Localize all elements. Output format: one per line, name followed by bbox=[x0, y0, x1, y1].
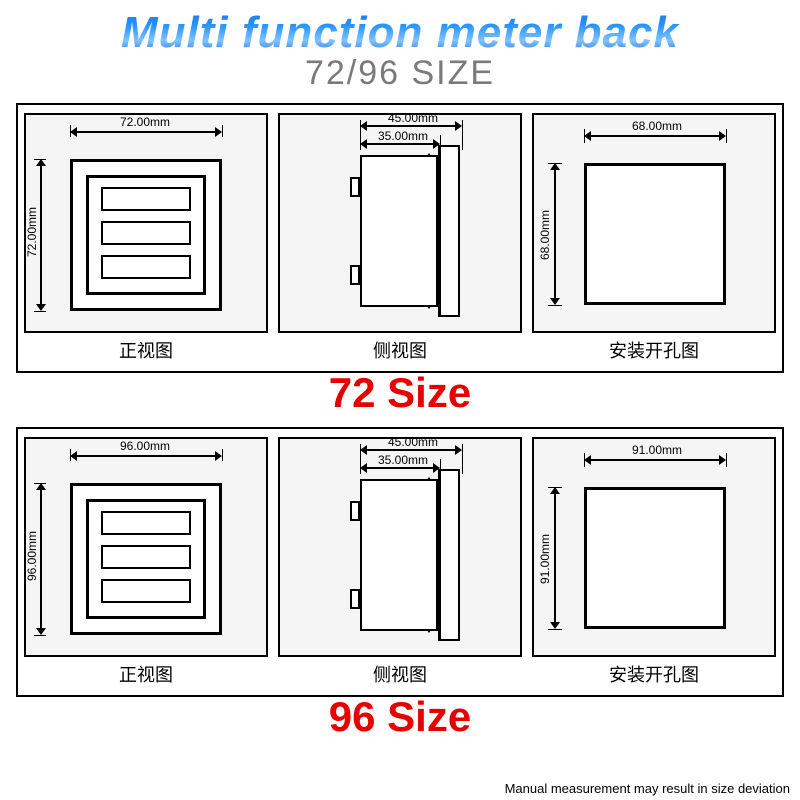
cell-front-72: 72.00mm 72.00mm 正视图 bbox=[24, 113, 268, 367]
dim-height-arrow bbox=[40, 489, 42, 629]
display-slot-2 bbox=[101, 221, 191, 245]
dim-width-text: 96.00mm bbox=[120, 439, 170, 453]
size-label-96: 96 Size bbox=[0, 693, 800, 741]
display-slot-2 bbox=[101, 545, 191, 569]
cell-cutout-96: 91.00mm 91.00mm 安装开孔图 bbox=[532, 437, 776, 691]
side-body bbox=[360, 479, 438, 631]
cutout-label-72: 安装开孔图 bbox=[609, 337, 699, 363]
side-faceplate bbox=[438, 469, 460, 641]
dim-depth35-text: 35.00mm bbox=[378, 453, 428, 467]
dim-width-arrow bbox=[76, 131, 216, 133]
cutout-square bbox=[584, 487, 726, 629]
dim-cuth-text: 91.00mm bbox=[538, 534, 552, 584]
cell-cutout-72: 68.00mm 68.00mm 安装开孔图 bbox=[532, 113, 776, 367]
dim-depth45-arrow bbox=[366, 125, 456, 127]
dim-cuth-text: 68.00mm bbox=[538, 210, 552, 260]
front-label-72: 正视图 bbox=[119, 337, 173, 363]
cell-side-72: 45.00mm 35.00mm 90.00mm 侧视图 bbox=[278, 113, 522, 367]
dim-depth45-arrow bbox=[366, 449, 456, 451]
dim-height-text: 96.00mm bbox=[25, 531, 39, 581]
dim-depth45-text: 45.00mm bbox=[388, 435, 438, 449]
side-clip-bot bbox=[350, 265, 360, 285]
cell-front-96: 96.00mm 96.00mm 正视图 bbox=[24, 437, 268, 691]
section-72: 72.00mm 72.00mm 正视图 45.00mm 35.00mm bbox=[16, 103, 784, 373]
cutout-square bbox=[584, 163, 726, 305]
dim-cuth-arrow bbox=[554, 169, 556, 299]
cutout-drawing-72: 68.00mm 68.00mm bbox=[532, 113, 776, 333]
side-faceplate bbox=[438, 145, 460, 317]
front-drawing-72: 72.00mm 72.00mm bbox=[24, 113, 268, 333]
dim-depth35-arrow bbox=[366, 143, 434, 145]
dim-width-text: 72.00mm bbox=[120, 115, 170, 129]
side-clip-top bbox=[350, 501, 360, 521]
cutout-label-96: 安装开孔图 bbox=[609, 661, 699, 687]
display-slot-3 bbox=[101, 579, 191, 603]
display-slot-3 bbox=[101, 255, 191, 279]
display-slot-1 bbox=[101, 511, 191, 535]
side-clip-top bbox=[350, 177, 360, 197]
cutout-drawing-96: 91.00mm 91.00mm bbox=[532, 437, 776, 657]
dim-depth35-arrow bbox=[366, 467, 434, 469]
display-slot-1 bbox=[101, 187, 191, 211]
dim-cuth-arrow bbox=[554, 493, 556, 623]
dim-cutw-arrow bbox=[590, 459, 720, 461]
cell-side-96: 45.00mm 35.00mm 90.00mm 侧视图 bbox=[278, 437, 522, 691]
side-drawing-72: 45.00mm 35.00mm 90.00mm bbox=[278, 113, 522, 333]
front-label-96: 正视图 bbox=[119, 661, 173, 687]
side-label-72: 侧视图 bbox=[373, 337, 427, 363]
side-label-96: 侧视图 bbox=[373, 661, 427, 687]
front-drawing-96: 96.00mm 96.00mm bbox=[24, 437, 268, 657]
side-body bbox=[360, 155, 438, 307]
side-clip-bot bbox=[350, 589, 360, 609]
subtitle: 72/96 SIZE bbox=[0, 54, 800, 93]
main-title: Multi function meter back bbox=[0, 0, 800, 58]
dim-height-text: 72.00mm bbox=[25, 207, 39, 257]
footnote: Manual measurement may result in size de… bbox=[505, 781, 790, 796]
side-drawing-96: 45.00mm 35.00mm 90.00mm bbox=[278, 437, 522, 657]
section-96: 96.00mm 96.00mm 正视图 45.00mm 35.00mm 90.0… bbox=[16, 427, 784, 697]
dim-depth45-text: 45.00mm bbox=[388, 111, 438, 125]
dim-cutw-text: 91.00mm bbox=[632, 443, 682, 457]
dim-height-arrow bbox=[40, 165, 42, 305]
dim-depth35-text: 35.00mm bbox=[378, 129, 428, 143]
dim-cutw-arrow bbox=[590, 135, 720, 137]
dim-cutw-text: 68.00mm bbox=[632, 119, 682, 133]
dim-width-arrow bbox=[76, 455, 216, 457]
size-label-72: 72 Size bbox=[0, 369, 800, 417]
